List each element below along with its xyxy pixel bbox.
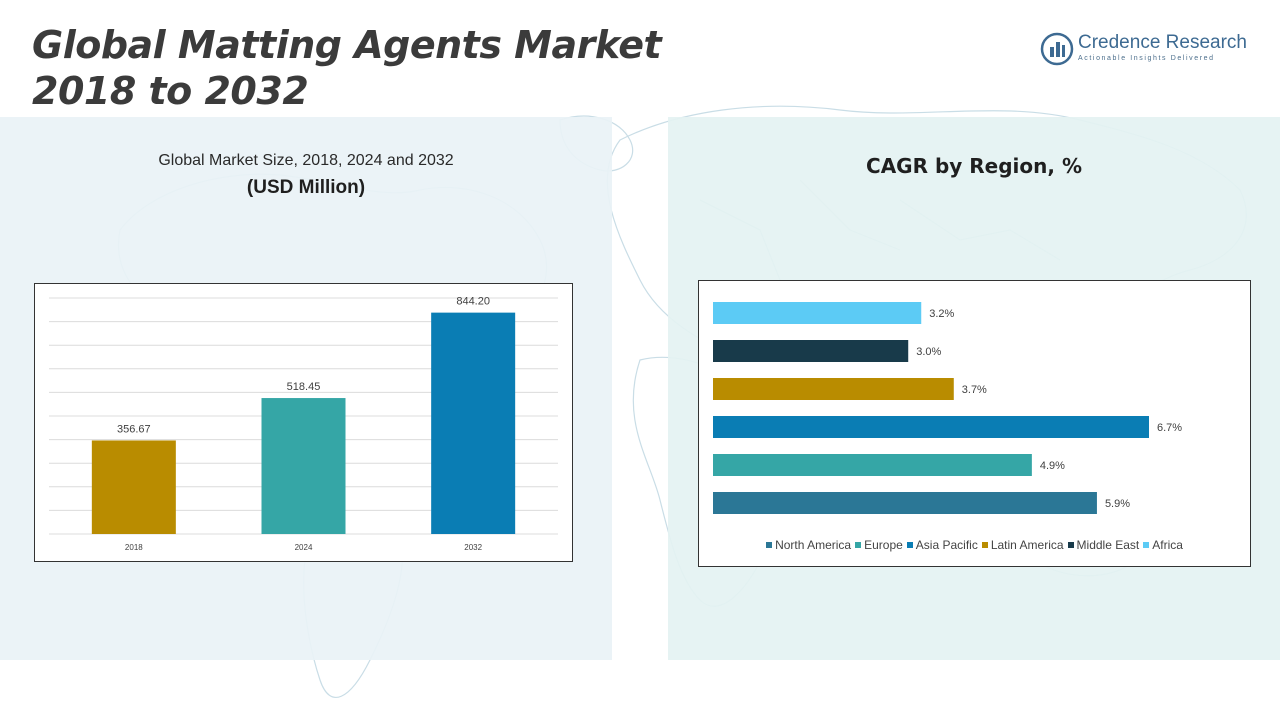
x-tick-label: 2024 [295,543,313,552]
bar-2018 [91,440,176,534]
cagr-legend: North America Europe Asia Pacific Latin Ame… [699,538,1250,552]
legend-label: Latin America [990,538,1064,552]
x-tick-label: 2032 [464,543,482,552]
legend-swatch [1067,541,1074,548]
legend-item: Middle East [1067,538,1140,552]
legend-label: Middle East [1076,538,1140,552]
title-line-2: 2018 to 2032 [32,69,309,113]
legend-item: Africa [1143,538,1183,552]
bar-2024 [261,398,346,534]
legend-label: Asia Pacific [915,538,978,552]
legend-item: Latin America [981,538,1064,552]
left-chart-unit: (USD Million) [246,177,366,198]
bar-middle-east [713,340,909,362]
bar-value-label: 3.2% [929,308,954,320]
right-chart-title: CAGR by Region, % [866,154,1082,178]
bar-2032 [431,312,516,534]
market-size-bar-chart: 356.67 2018 518.45 2024 844.20 2032 [49,296,558,552]
legend-label: Africa [1152,538,1183,552]
bar-africa [713,302,922,324]
legend-label: Europe [864,538,903,552]
bar-value-label: 518.45 [287,381,321,393]
bar-asia-pacific [713,416,1149,438]
bar-value-label: 356.67 [117,423,151,435]
legend-swatch [906,541,913,548]
legend-swatch [981,541,988,548]
bar-value-label: 5.9% [1105,498,1130,510]
logo-tagline: Actionable Insights Delivered [1078,55,1215,62]
bar-logo-icon [1040,32,1074,66]
bar-value-label: 4.9% [1040,460,1065,472]
bar-north-america [713,492,1097,514]
legend-item: North America [766,538,851,552]
brand-logo: Credence Research Actionable Insights De… [1040,30,1260,70]
page-title: Global Matting Agents Market 2018 to 203… [32,22,662,114]
legend-swatch [1143,541,1150,548]
left-chart-subtitle: Global Market Size, 2018, 2024 and 2032 [158,152,454,169]
logo-name: Credence Research [1078,32,1247,53]
bar-europe [713,454,1032,476]
cagr-chart: 5.9% 4.9% 6.7% 3.7% 3.0% 3.2% North America Eu… [698,280,1251,567]
market-size-chart: 356.67 2018 518.45 2024 844.20 2032 [34,283,573,562]
bar-latin-america [713,378,954,400]
cagr-bar-chart: 5.9% 4.9% 6.7% 3.7% 3.0% 3.2% [713,302,1182,514]
title-line-1: Global Matting Agents Market [32,23,662,67]
x-tick-label: 2018 [125,543,143,552]
legend-item: Asia Pacific [906,538,978,552]
legend-item: Europe [855,538,903,552]
legend-swatch [766,541,773,548]
bar-value-label: 3.7% [962,384,987,396]
legend-label: North America [775,538,852,552]
bar-value-label: 3.0% [916,346,941,358]
legend-swatch [855,541,862,548]
bar-value-label: 6.7% [1157,422,1182,434]
bar-value-label: 844.20 [456,296,490,308]
